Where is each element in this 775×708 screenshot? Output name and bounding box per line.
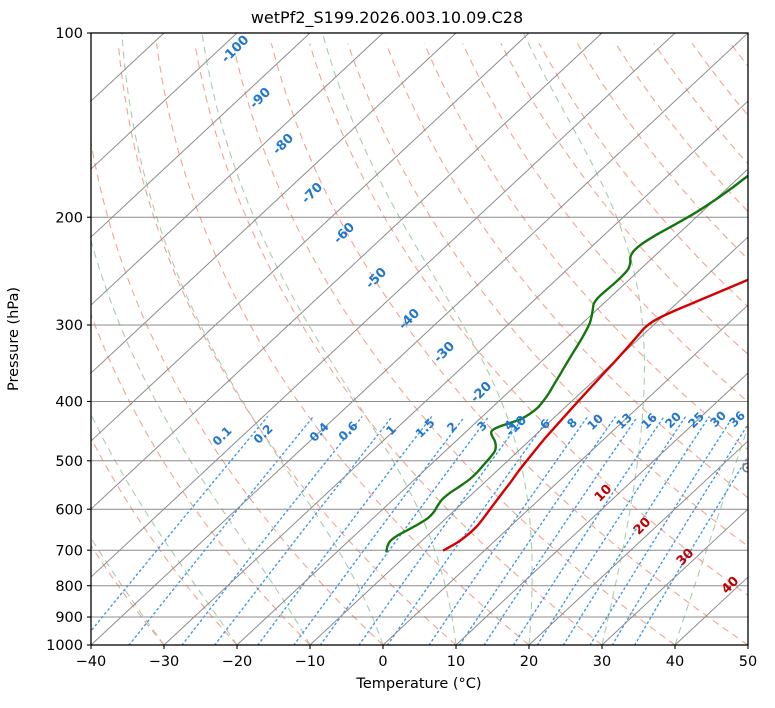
mixing-ratio-0.6 xyxy=(214,416,393,645)
mixing-ratio-0.2 xyxy=(128,416,314,645)
moist-adiabat-0 xyxy=(121,33,384,645)
isotherm-lines xyxy=(91,33,748,645)
isotherm--40 xyxy=(91,33,748,645)
ytick-label-800: 800 xyxy=(55,579,83,595)
xtick-label-50: 50 xyxy=(739,654,757,670)
moist-adiabat-30 xyxy=(522,33,645,645)
mixing-ratio-4 xyxy=(386,416,551,645)
sounding-profiles xyxy=(385,174,748,553)
moist-adiabat-20 xyxy=(321,33,533,645)
isotherm--80 xyxy=(91,33,457,374)
moist-adiabats xyxy=(91,33,748,645)
xtick-label--40: −40 xyxy=(76,654,107,670)
isotherm--100 xyxy=(91,33,311,238)
plot-area xyxy=(91,33,748,645)
y-axis-label: Pressure (hPa) xyxy=(6,287,22,391)
xtick-label--30: −30 xyxy=(149,654,180,670)
xtick-label-0: 0 xyxy=(378,654,387,670)
isotherm-20 xyxy=(528,440,748,645)
isotherm-0 xyxy=(382,304,748,645)
isotherm-10 xyxy=(455,372,748,645)
isotherm-30 xyxy=(601,508,748,645)
ytick-label-1000: 1000 xyxy=(46,638,83,654)
mixing-ratio-30 xyxy=(611,423,748,645)
isotherm--30 xyxy=(163,100,748,645)
plot-border xyxy=(90,32,749,646)
xtick-label--20: −20 xyxy=(222,654,253,670)
ytick-label-500: 500 xyxy=(55,454,83,470)
ytick-label-100: 100 xyxy=(55,26,83,42)
profile-temperature xyxy=(442,278,748,552)
isotherm--60 xyxy=(91,33,603,510)
mixing-ratio-3 xyxy=(358,416,525,645)
dry-adiabat-10 xyxy=(117,43,457,645)
ytick-label-400: 400 xyxy=(55,395,83,411)
moist-adiabat--30 xyxy=(91,536,165,645)
page-title: wetPf2_S199.2026.003.10.09.C28 xyxy=(251,8,523,28)
mixing-ratio-8 xyxy=(459,416,616,645)
xtick-label--10: −10 xyxy=(295,654,326,670)
dry-adiabat-0 xyxy=(91,139,384,645)
mixing-ratio-36 xyxy=(634,455,748,645)
dry-adiabat--30 xyxy=(91,544,165,645)
mixing-ratio-2 xyxy=(319,416,490,645)
xtick-label-30: 30 xyxy=(593,654,611,670)
dry-adiabat-30 xyxy=(194,43,603,645)
mixing-ratio-13 xyxy=(512,416,665,645)
dry-adiabat-100 xyxy=(462,43,748,403)
isobar-gridlines xyxy=(91,33,748,645)
isotherm--50 xyxy=(91,33,676,578)
mixing-ratio-20 xyxy=(562,416,710,645)
dry-adiabat-50 xyxy=(270,43,748,645)
isotherm--10 xyxy=(309,236,748,645)
ytick-label-600: 600 xyxy=(55,502,83,518)
dry-adiabat-40 xyxy=(232,43,676,645)
x-axis-label: Temperature (°C) xyxy=(355,676,481,692)
dry-adiabat-120 xyxy=(538,43,748,308)
profile-dewpoint xyxy=(385,174,748,553)
xtick-label-40: 40 xyxy=(666,654,684,670)
dry-adiabat-60 xyxy=(309,43,748,597)
ytick-label-900: 900 xyxy=(55,610,83,626)
dry-adiabat--10 xyxy=(91,313,311,645)
moist-adiabat--10 xyxy=(91,238,311,645)
mixing-ratio-lines xyxy=(91,416,748,645)
moist-adiabat--20 xyxy=(91,413,238,645)
mixing-ratio-10 xyxy=(483,416,638,645)
isotherm--110 xyxy=(91,33,238,170)
mixing-ratio-6 xyxy=(428,416,589,645)
ytick-label-200: 200 xyxy=(55,210,83,226)
mixing-ratio-16 xyxy=(536,416,687,645)
dry-adiabat-20 xyxy=(155,43,530,645)
ytick-label-300: 300 xyxy=(55,318,83,334)
mixing-ratio-0.4 xyxy=(181,416,363,645)
ytick-label-700: 700 xyxy=(55,543,83,559)
dry-adiabats xyxy=(91,43,748,645)
isotherm--20 xyxy=(236,168,748,645)
mixing-ratio-0.1 xyxy=(91,416,268,632)
dry-adiabat--20 xyxy=(91,436,238,645)
mixing-ratio-25 xyxy=(589,416,734,645)
isotherm--90 xyxy=(91,33,384,306)
moist-adiabat-10 xyxy=(201,33,457,645)
marker-circle xyxy=(742,462,748,473)
dry-adiabat-80 xyxy=(385,43,748,499)
xtick-label-20: 20 xyxy=(520,654,538,670)
xtick-label-10: 10 xyxy=(447,654,465,670)
isotherm--70 xyxy=(91,33,530,442)
